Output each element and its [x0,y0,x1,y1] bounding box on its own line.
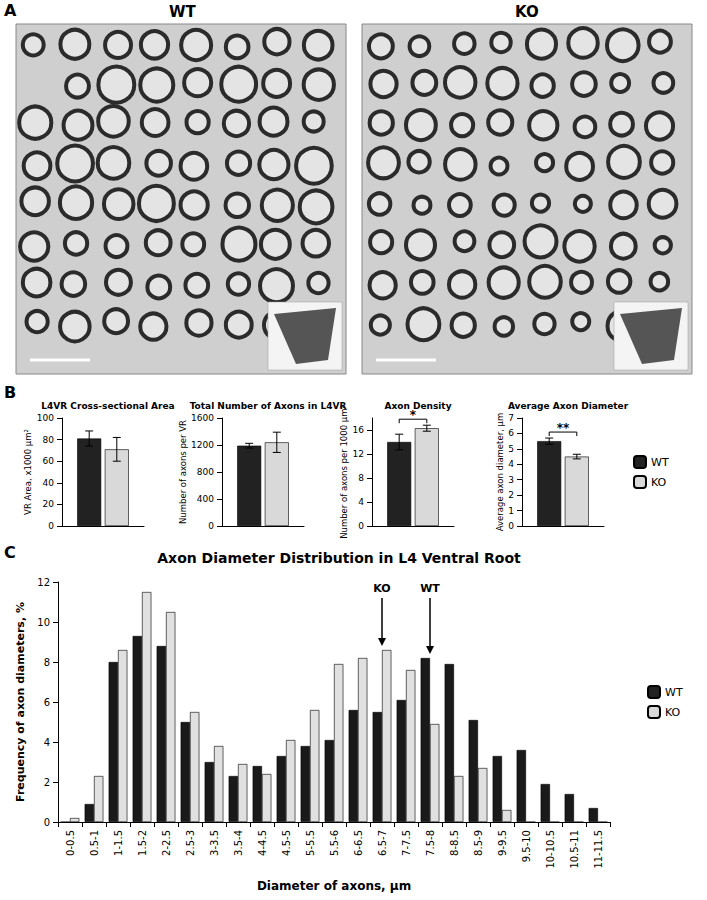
svg-text:WT: WT [420,582,440,595]
svg-text:7-7.5: 7-7.5 [401,830,412,856]
svg-text:Diameter of axons, µm: Diameter of axons, µm [257,879,411,893]
svg-text:3-3.5: 3-3.5 [209,830,220,856]
svg-text:9.5-10: 9.5-10 [521,830,532,862]
svg-text:1.5-2: 1.5-2 [137,830,148,856]
svg-text:60: 60 [43,456,55,466]
svg-text:5.5-6: 5.5-6 [329,830,340,856]
svg-text:2-2.5: 2-2.5 [161,830,172,856]
svg-text:0.5-1: 0.5-1 [89,830,100,856]
svg-text:20: 20 [43,499,55,509]
svg-text:1600: 1600 [191,413,214,423]
svg-text:6.5-7: 6.5-7 [377,830,388,856]
svg-text:7: 7 [508,413,514,423]
svg-text:0: 0 [44,817,50,828]
svg-text:Axon Diameter Distribution in: Axon Diameter Distribution in L4 Ventral… [157,550,521,566]
svg-text:Number of axons per 1000 µm²: Number of axons per 1000 µm² [339,405,349,539]
svg-text:8: 8 [44,657,50,668]
svg-text:100: 100 [37,413,54,423]
svg-text:4: 4 [358,497,364,507]
svg-text:12: 12 [37,577,50,588]
svg-text:1200: 1200 [191,440,214,450]
svg-text:6: 6 [44,697,50,708]
svg-text:4.5-5: 4.5-5 [281,830,292,856]
svg-text:5: 5 [508,444,514,454]
svg-text:0-0.5: 0-0.5 [65,830,76,856]
svg-text:Frequency of axon diameters, %: Frequency of axon diameters, % [14,602,27,802]
svg-text:5-5.5: 5-5.5 [305,830,316,856]
svg-text:10: 10 [37,617,50,628]
svg-text:3.5-4: 3.5-4 [233,830,244,856]
svg-text:9-9.5: 9-9.5 [497,830,508,856]
svg-text:B: B [4,383,16,402]
svg-text:0: 0 [358,521,364,531]
svg-text:4: 4 [44,737,50,748]
svg-text:A: A [4,1,17,20]
svg-text:10-10.5: 10-10.5 [545,830,556,869]
svg-text:KO: KO [651,476,667,489]
svg-text:40: 40 [43,478,55,488]
svg-text:4-4.5: 4-4.5 [257,830,268,856]
svg-text:2: 2 [44,777,50,788]
svg-text:10.5-11: 10.5-11 [569,830,580,869]
svg-text:0: 0 [508,521,514,531]
svg-text:WT: WT [651,456,669,469]
svg-text:2: 2 [508,490,514,500]
svg-text:VR Area, x1000 µm²: VR Area, x1000 µm² [23,429,33,515]
svg-text:KO: KO [373,582,390,595]
svg-text:800: 800 [197,467,214,477]
svg-text:400: 400 [197,494,214,504]
svg-text:1: 1 [508,506,514,516]
svg-text:L4VR Cross-sectional Area: L4VR Cross-sectional Area [41,401,174,411]
svg-text:WT: WT [665,686,683,699]
svg-text:Average Axon Diameter: Average Axon Diameter [508,401,629,411]
svg-text:0: 0 [208,521,214,531]
svg-text:6-6.5: 6-6.5 [353,830,364,856]
svg-text:2.5-3: 2.5-3 [185,830,196,856]
svg-text:Number of axons per VR: Number of axons per VR [178,420,188,524]
svg-text:**: ** [557,421,570,435]
svg-text:0: 0 [48,521,54,531]
svg-text:4: 4 [508,459,514,469]
svg-text:8: 8 [358,473,364,483]
svg-text:1-1.5: 1-1.5 [113,830,124,856]
svg-text:7.5-8: 7.5-8 [425,830,436,856]
svg-text:16: 16 [353,425,365,435]
svg-text:6: 6 [508,428,514,438]
svg-text:12: 12 [353,449,364,459]
svg-text:C: C [4,543,16,562]
svg-text:8-8.5: 8-8.5 [449,830,460,856]
svg-text:Average axon diameter, µm: Average axon diameter, µm [495,413,505,532]
svg-text:80: 80 [43,435,55,445]
svg-text:11-11.5: 11-11.5 [593,830,604,869]
svg-text:Axon Density: Axon Density [384,401,451,411]
svg-text:KO: KO [515,3,539,21]
svg-text:Total Number of Axons in L4VR: Total Number of Axons in L4VR [190,401,347,411]
svg-text:WT: WT [169,3,197,21]
svg-text:KO: KO [665,706,681,719]
svg-text:8.5-9: 8.5-9 [473,830,484,856]
svg-text:3: 3 [508,475,514,485]
